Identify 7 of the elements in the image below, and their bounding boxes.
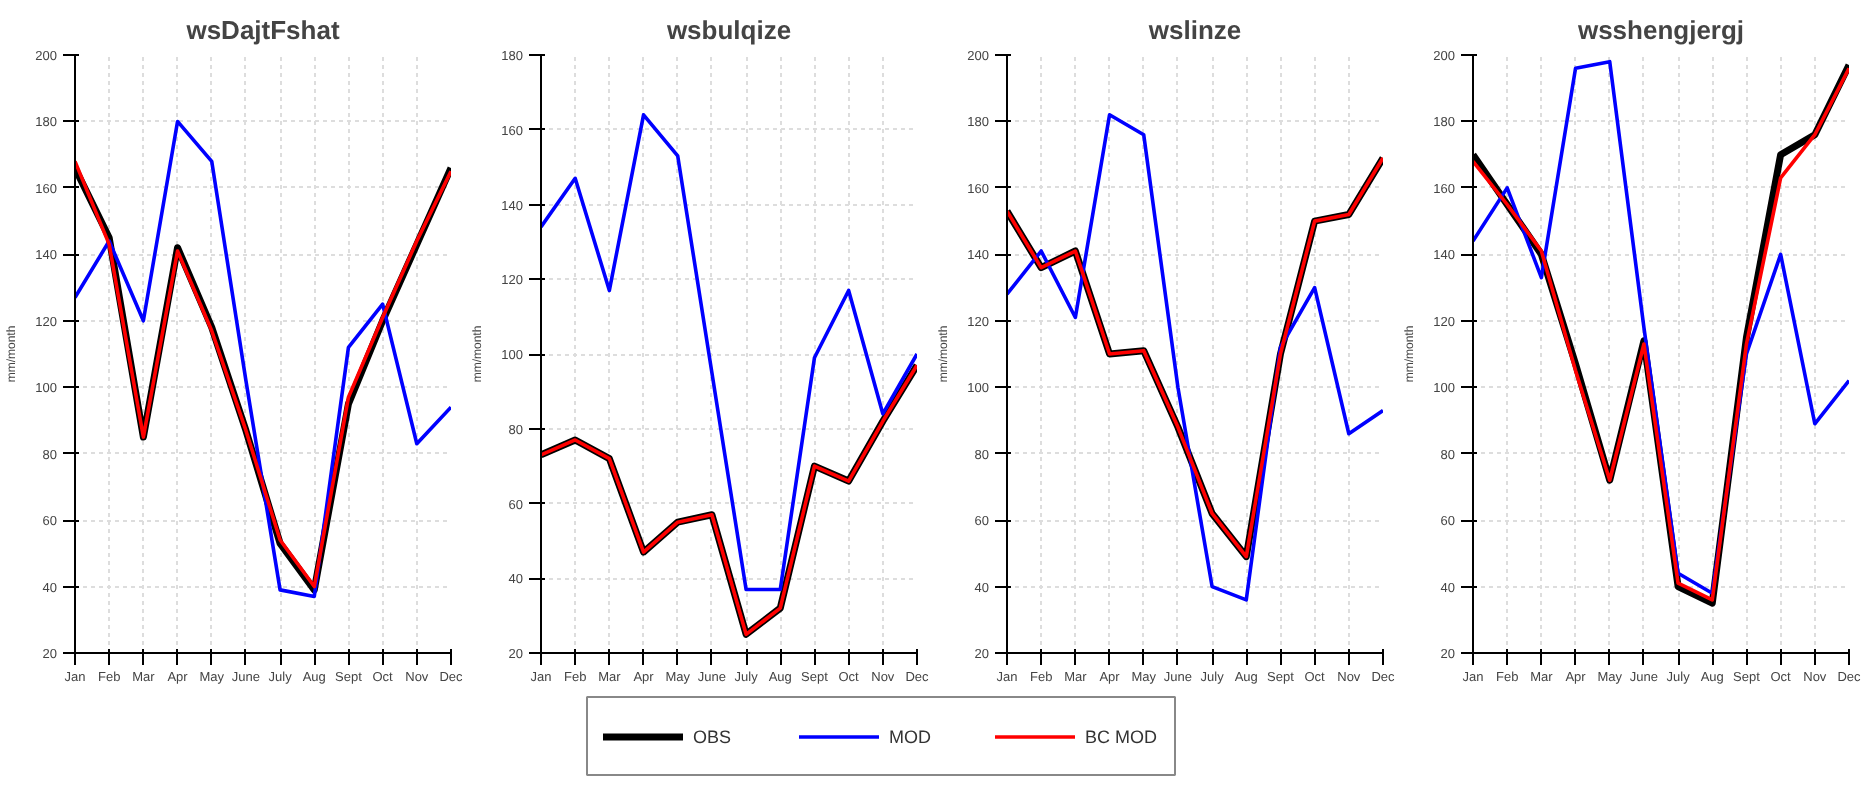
chart-title: wsDajtFshat (184, 15, 341, 45)
chart-title: wsbulqize (664, 15, 792, 45)
legend-label: BC MOD (1085, 727, 1158, 747)
chart-title: wslinze (1146, 15, 1242, 45)
chart-title: wsshengjergj (1575, 15, 1745, 45)
legend-label: OBS (693, 727, 732, 747)
legend-label: MOD (889, 727, 932, 747)
